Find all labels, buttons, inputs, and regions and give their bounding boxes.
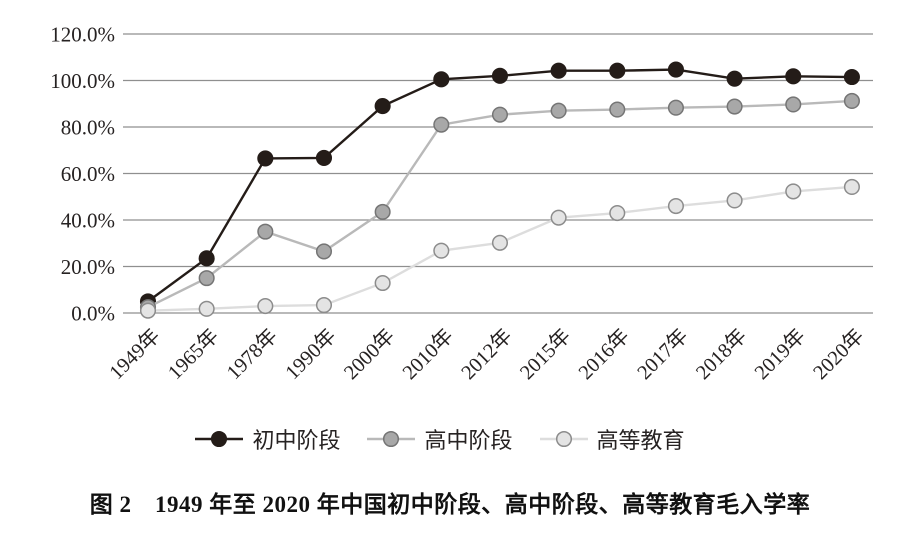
marker-higher-education xyxy=(726,192,743,209)
marker-junior-secondary xyxy=(843,68,860,86)
gridlines xyxy=(123,33,873,314)
marker-higher-education xyxy=(609,204,626,222)
y-axis-labels: 120.0% 100.0% 80.0% 60.0% 40.0% 20.0% 0.0% xyxy=(50,23,115,326)
marker-junior-secondary xyxy=(609,62,626,79)
marker-junior-secondary xyxy=(257,150,274,167)
y-tick-label: 80.0% xyxy=(61,116,115,140)
series-higher-education xyxy=(139,178,860,319)
x-tick-label: 1949年 xyxy=(105,324,165,384)
x-tick-label: 2017年 xyxy=(633,324,693,384)
x-tick-label: 2020年 xyxy=(809,324,869,384)
marker-higher-education xyxy=(374,274,391,292)
marker-higher-education xyxy=(433,242,450,259)
marker-junior-secondary xyxy=(315,149,333,166)
marker-higher-education xyxy=(315,297,333,314)
y-tick-label: 60.0% xyxy=(61,162,115,186)
marker-higher-education xyxy=(139,302,157,319)
marker-senior-secondary xyxy=(491,106,509,123)
marker-junior-secondary xyxy=(491,67,509,84)
marker-junior-secondary xyxy=(198,250,215,267)
marker-junior-secondary xyxy=(726,70,743,87)
series-line-senior-secondary xyxy=(147,99,852,309)
marker-higher-education xyxy=(257,297,274,315)
legend-label-junior-secondary: 初中阶段 xyxy=(252,428,341,453)
marker-junior-secondary xyxy=(667,61,684,78)
x-tick-label: 2015年 xyxy=(515,324,575,384)
marker-higher-education xyxy=(667,198,684,215)
y-tick-label: 40.0% xyxy=(61,209,115,233)
marker-junior-secondary xyxy=(374,98,391,115)
marker-higher-education xyxy=(491,234,509,251)
x-tick-label: 2000年 xyxy=(339,324,399,384)
marker-senior-secondary xyxy=(609,101,626,118)
marker-junior-secondary xyxy=(433,71,450,88)
x-axis-labels: 1949年 1965年 1978年 1990年 2000年 2010年 2012年 2015年… xyxy=(105,324,869,384)
legend-label-senior-secondary: 高中阶段 xyxy=(424,428,513,453)
x-tick-label: 2019年 xyxy=(750,324,810,384)
marker-higher-education xyxy=(843,178,860,196)
x-tick-label: 1990年 xyxy=(281,324,341,384)
marker-higher-education xyxy=(550,209,567,226)
marker-senior-secondary xyxy=(198,270,215,287)
figure-caption: 图 2 1949 年至 2020 年中国初中阶段、高中阶段、高等教育毛入学率 xyxy=(89,492,811,517)
marker-senior-secondary xyxy=(433,116,450,133)
x-tick-label: 2012年 xyxy=(457,324,517,384)
y-tick-label: 100.0% xyxy=(50,69,115,93)
marker-senior-secondary xyxy=(667,99,684,116)
chart-legend: 初中阶段 高中阶段 高等教育 xyxy=(0,423,880,455)
legend-item-junior-secondary: 初中阶段 xyxy=(195,423,340,455)
legend-item-higher-education: 高等教育 xyxy=(539,423,685,455)
legend-label-higher-education: 高等教育 xyxy=(596,428,685,453)
x-tick-label: 1965年 xyxy=(163,324,223,384)
marker-senior-secondary xyxy=(257,223,274,240)
legend-marker-icon-higher-education xyxy=(539,430,588,448)
marker-senior-secondary xyxy=(843,92,860,110)
marker-senior-secondary xyxy=(374,203,391,220)
enrollment-line-chart: 120.0% 100.0% 80.0% 60.0% 40.0% 20.0% 0.0%1949… xyxy=(50,23,873,384)
marker-junior-secondary xyxy=(550,62,567,79)
marker-senior-secondary xyxy=(315,243,333,260)
x-tick-label: 2018年 xyxy=(691,324,751,384)
x-tick-label: 2016年 xyxy=(574,324,634,384)
y-tick-label: 0.0% xyxy=(71,302,115,326)
marker-senior-secondary xyxy=(550,102,567,119)
marker-senior-secondary xyxy=(726,98,743,115)
marker-junior-secondary xyxy=(785,68,802,85)
x-tick-label: 2010年 xyxy=(398,324,458,384)
marker-senior-secondary xyxy=(785,96,802,113)
legend-item-senior-secondary: 高中阶段 xyxy=(367,423,513,455)
y-tick-label: 20.0% xyxy=(61,255,115,279)
legend-marker-icon-senior-secondary xyxy=(367,430,416,448)
legend-marker-icon-junior-secondary xyxy=(195,430,244,448)
marker-higher-education xyxy=(785,183,802,200)
marker-higher-education xyxy=(198,300,215,317)
x-tick-label: 1978年 xyxy=(222,324,282,384)
y-tick-label: 120.0% xyxy=(50,23,115,47)
series-junior-secondary xyxy=(139,61,860,310)
